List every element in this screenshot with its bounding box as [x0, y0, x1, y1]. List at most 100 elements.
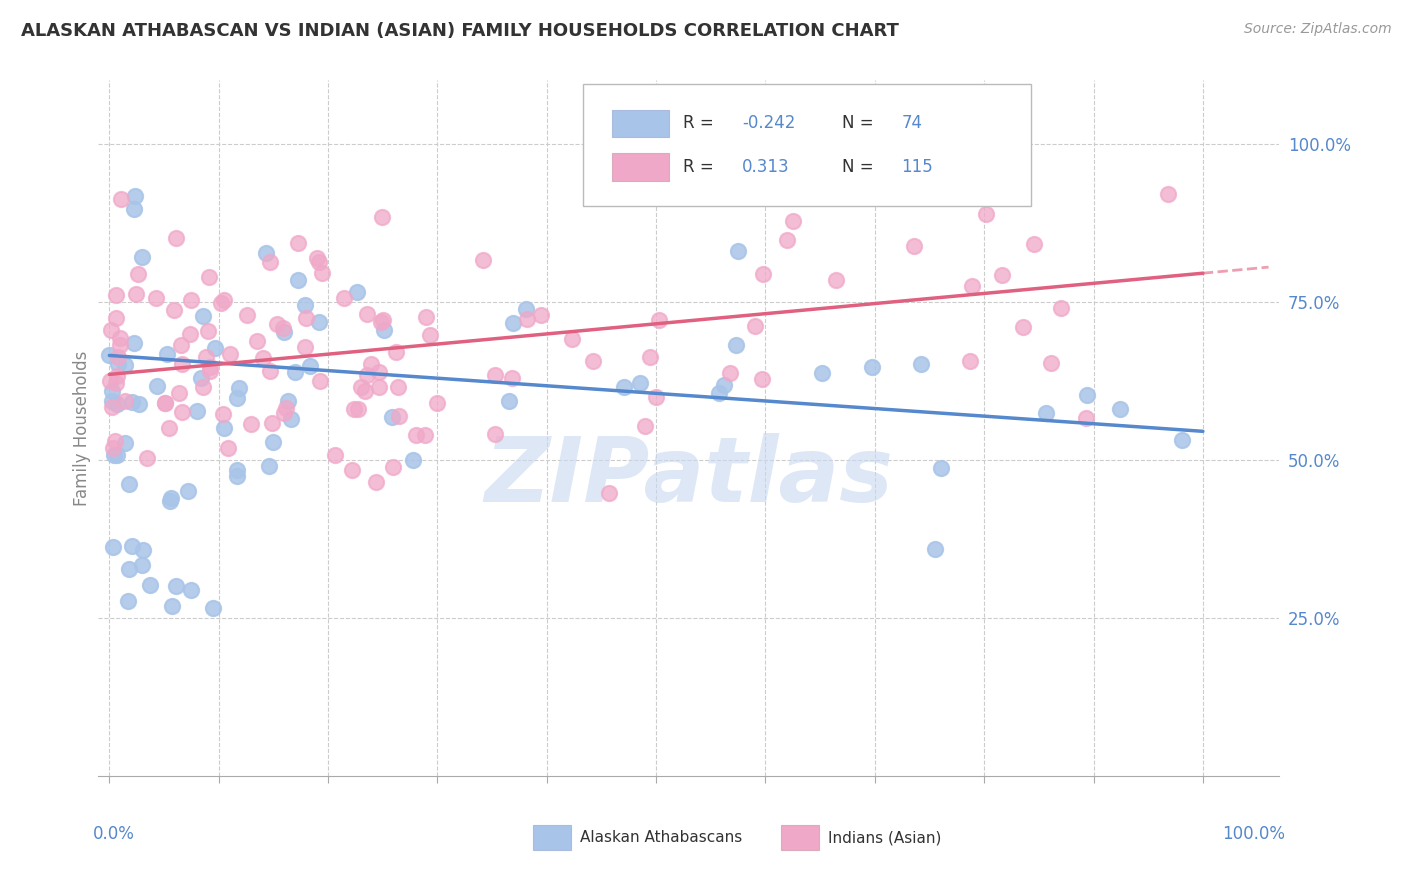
- Point: [103, 448, 125, 462]
- Point: [105, 376, 128, 391]
- Text: 0.0%: 0.0%: [93, 825, 135, 843]
- Point: [179, 326, 201, 341]
- Point: [226, 391, 249, 405]
- Point: [307, 252, 329, 266]
- Point: [135, 451, 157, 466]
- FancyBboxPatch shape: [582, 84, 1032, 205]
- Point: [744, 319, 766, 334]
- Point: [209, 295, 232, 310]
- Point: [104, 434, 127, 449]
- Point: [180, 583, 202, 598]
- Point: [598, 486, 620, 500]
- Point: [371, 210, 394, 224]
- Point: [235, 308, 257, 322]
- FancyBboxPatch shape: [533, 825, 571, 850]
- Point: [370, 315, 392, 329]
- Text: Indians (Asian): Indians (Asian): [828, 830, 942, 846]
- Text: 74: 74: [901, 114, 922, 132]
- Y-axis label: Family Households: Family Households: [73, 351, 91, 506]
- Point: [498, 393, 520, 408]
- Point: [309, 375, 332, 389]
- Point: [360, 357, 382, 371]
- Point: [561, 332, 583, 346]
- Point: [107, 350, 129, 364]
- Point: [118, 477, 141, 491]
- Point: [634, 419, 657, 434]
- Point: [501, 371, 523, 385]
- Point: [139, 577, 162, 591]
- Point: [165, 230, 187, 244]
- Point: [108, 331, 131, 345]
- Point: [471, 253, 494, 268]
- Point: [160, 599, 183, 613]
- Point: [170, 338, 193, 352]
- Point: [259, 364, 281, 378]
- Point: [299, 359, 322, 374]
- Point: [121, 395, 143, 409]
- Point: [645, 390, 668, 404]
- Point: [419, 327, 441, 342]
- Point: [1022, 236, 1045, 251]
- Point: [131, 558, 153, 572]
- Point: [638, 350, 661, 364]
- Text: Alaskan Athabascans: Alaskan Athabascans: [581, 830, 742, 846]
- Point: [382, 459, 405, 474]
- Point: [262, 416, 284, 430]
- Point: [384, 344, 406, 359]
- Point: [959, 354, 981, 368]
- Point: [118, 562, 141, 576]
- Point: [172, 405, 194, 419]
- Point: [294, 340, 316, 354]
- Point: [311, 266, 333, 280]
- Point: [903, 239, 925, 253]
- Point: [405, 428, 427, 442]
- Point: [924, 541, 946, 556]
- Point: [198, 364, 221, 378]
- Point: [159, 491, 181, 506]
- Point: [356, 368, 378, 382]
- Point: [295, 311, 318, 326]
- Point: [122, 202, 145, 216]
- Point: [128, 396, 150, 410]
- Text: R =: R =: [683, 114, 714, 132]
- Point: [107, 357, 129, 371]
- Point: [1050, 301, 1073, 315]
- Point: [121, 539, 143, 553]
- Point: [415, 310, 437, 324]
- Point: [515, 301, 537, 316]
- Point: [308, 255, 330, 269]
- Point: [280, 412, 302, 426]
- Point: [198, 360, 221, 375]
- Point: [713, 378, 735, 392]
- Point: [218, 346, 240, 360]
- Point: [254, 245, 277, 260]
- Point: [101, 442, 124, 456]
- Text: 0.313: 0.313: [742, 158, 790, 177]
- Point: [323, 448, 346, 462]
- Point: [100, 394, 122, 409]
- Point: [388, 409, 411, 423]
- Point: [648, 313, 671, 327]
- Point: [156, 347, 179, 361]
- Point: [353, 384, 375, 399]
- Point: [308, 315, 330, 329]
- Point: [367, 365, 389, 379]
- Point: [131, 251, 153, 265]
- Point: [105, 369, 128, 384]
- Point: [960, 279, 983, 293]
- Point: [367, 380, 389, 394]
- Text: 100.0%: 100.0%: [1222, 825, 1285, 843]
- Point: [157, 421, 180, 435]
- Point: [180, 293, 202, 308]
- Point: [775, 233, 797, 247]
- Point: [212, 293, 235, 307]
- Point: [197, 324, 219, 338]
- Point: [371, 313, 394, 327]
- Point: [124, 189, 146, 203]
- Point: [214, 421, 236, 435]
- Point: [114, 393, 136, 408]
- Point: [413, 428, 436, 442]
- Point: [274, 401, 297, 415]
- Point: [1076, 388, 1098, 402]
- Point: [1011, 320, 1033, 334]
